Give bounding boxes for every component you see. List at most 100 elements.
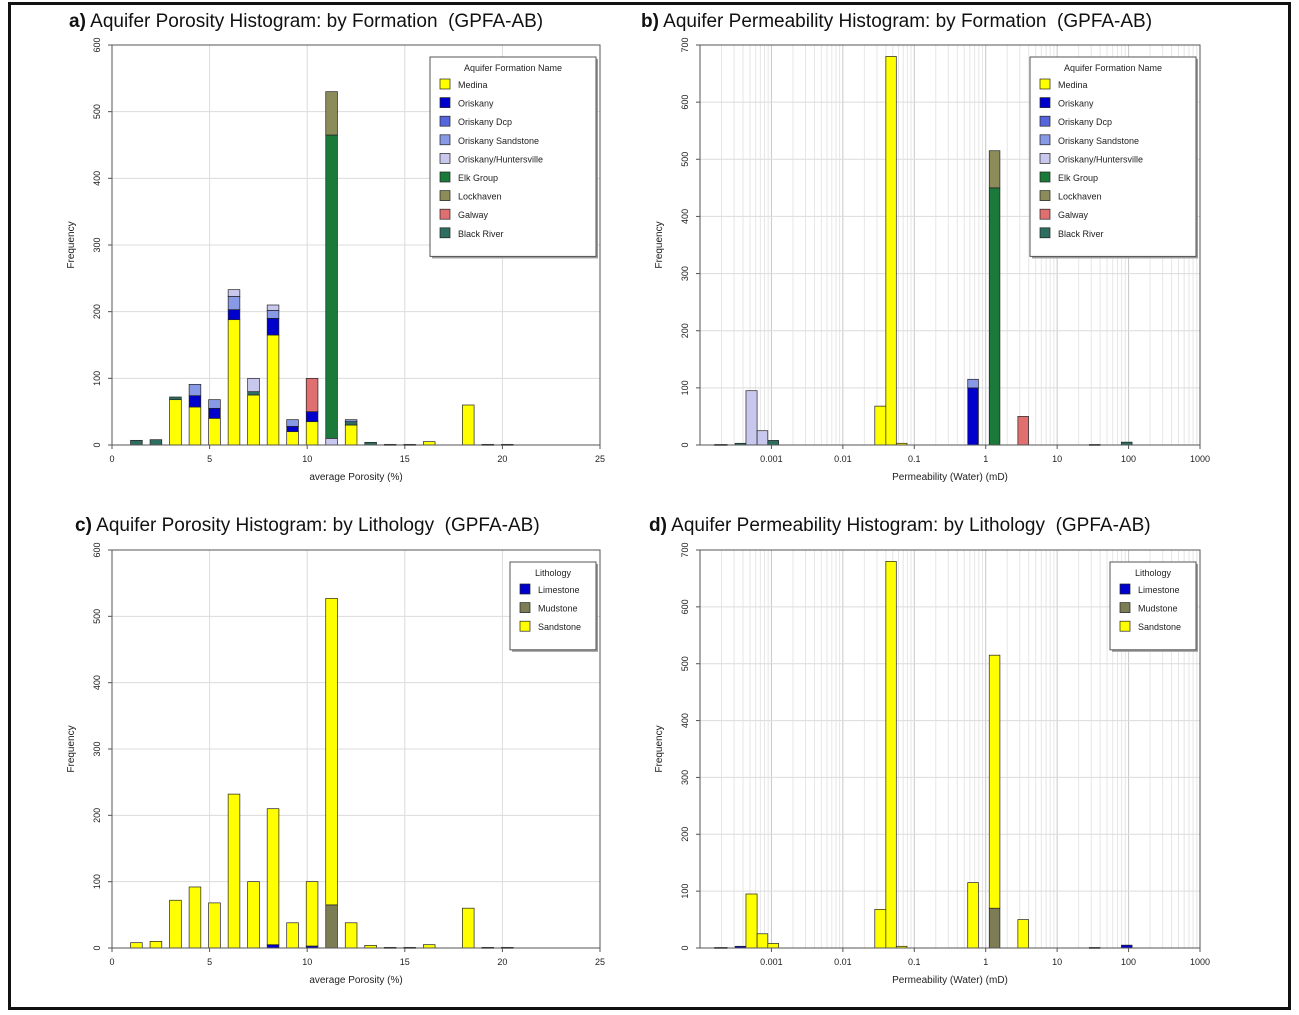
y-tick-label: 0 <box>92 442 102 447</box>
x-tick-label: 0.001 <box>760 454 783 464</box>
legend-swatch <box>439 97 451 108</box>
legend-label: Oriskany/Huntersville <box>458 154 543 164</box>
bar-oriskany-sandstone <box>344 419 358 423</box>
legend-swatch <box>1039 153 1051 164</box>
bar-oriskany-huntersville <box>756 430 769 446</box>
legend-swatch <box>439 227 451 239</box>
y-tick-label: 100 <box>92 371 102 386</box>
legend-label: Elk Group <box>458 173 498 183</box>
legend-label: Mudstone <box>1138 604 1178 614</box>
bar-sandstone <box>462 907 475 949</box>
legend-label: Galway <box>1058 210 1089 220</box>
legend-label: Oriskany <box>1058 99 1094 109</box>
x-axis-label: average Porosity (%) <box>309 472 402 483</box>
legend-swatch <box>439 153 451 164</box>
legend-swatch <box>519 602 531 613</box>
bar-black-river <box>130 439 143 446</box>
legend-swatch <box>1119 602 1131 613</box>
legend: Lithology Limestone Mudstone Sandstone <box>509 561 598 652</box>
bar-sandstone <box>967 882 979 949</box>
y-tick-label: 100 <box>680 380 690 395</box>
bar-mudstone <box>325 904 338 949</box>
bar-elk-group <box>988 187 1001 446</box>
bar-sandstone <box>266 808 280 946</box>
legend-label: Oriskany Sandstone <box>1058 136 1139 146</box>
legend-label: Oriskany/Huntersville <box>1058 154 1143 164</box>
x-axis-label: average Porosity (%) <box>309 975 402 986</box>
legend-swatch <box>519 620 531 632</box>
y-tick-label: 500 <box>680 656 690 671</box>
bar-oriskany-sandstone <box>188 383 202 397</box>
legend-swatch <box>1119 583 1131 595</box>
legend-label: Limestone <box>1138 585 1180 595</box>
panel-b-chart: 0 100 200 300 400 500 600 700 0.001 0.01 0.1 1 10 100… <box>654 37 1210 483</box>
bar-black-river <box>247 391 260 396</box>
x-tick-label: 5 <box>207 957 212 967</box>
bar-medina <box>208 417 221 446</box>
y-tick-label: 400 <box>680 209 690 224</box>
y-axis-label: Frequency <box>66 725 77 772</box>
y-tick-label: 0 <box>680 945 690 950</box>
x-tick-label: 10 <box>302 957 312 967</box>
panel-d-title-text: Aquifer Permeability Histogram: by Litho… <box>671 515 1046 536</box>
bar-oriskany <box>305 411 319 423</box>
bar-galway <box>1017 416 1029 446</box>
bar-sandstone <box>286 922 299 949</box>
x-tick-label: 20 <box>497 957 507 967</box>
bar-sandstone <box>325 598 338 906</box>
legend-label: Oriskany <box>458 99 494 109</box>
bar-oriskany <box>967 387 979 446</box>
panel-a-label: a) <box>69 11 86 32</box>
legend-swatch <box>439 134 451 146</box>
y-tick-label: 600 <box>92 542 102 557</box>
panel-a-title: a) Aquifer Porosity Histogram: by Format… <box>69 11 543 33</box>
legend-swatch <box>1039 78 1051 90</box>
x-tick-label: 20 <box>497 454 507 464</box>
bar-oriskany <box>266 317 280 336</box>
bar-medina <box>885 56 897 446</box>
x-tick-label: 1000 <box>1190 957 1210 967</box>
x-tick-label: 0.01 <box>834 454 852 464</box>
bar-medina <box>462 404 475 446</box>
panel-c-title: c) Aquifer Porosity Histogram: by Lithol… <box>75 515 540 537</box>
x-axis-label: Permeability (Water) (mD) <box>892 472 1008 483</box>
y-tick-label: 400 <box>92 675 102 690</box>
x-tick-label: 15 <box>400 454 410 464</box>
legend-label: Oriskany Dcp <box>1058 117 1112 127</box>
legend-swatch <box>1039 208 1051 220</box>
x-tick-label: 10 <box>302 454 312 464</box>
bar-medina <box>227 319 241 446</box>
bar-sandstone <box>885 561 897 949</box>
panel-b-source: (GPFA-AB) <box>1057 11 1153 32</box>
legend-swatch <box>1039 190 1051 201</box>
bar-sandstone <box>130 942 143 949</box>
bar-medina <box>247 394 260 446</box>
bar-elk-group <box>325 134 338 439</box>
legend-label: Oriskany Sandstone <box>458 136 539 146</box>
bar-medina <box>874 405 887 446</box>
bar-lockhaven <box>988 150 1001 189</box>
bar-medina <box>305 421 319 446</box>
bar-sandstone <box>227 793 241 949</box>
legend-swatch <box>1039 134 1051 146</box>
bar-galway <box>305 377 319 413</box>
legend-title: Lithology <box>535 568 572 578</box>
y-tick-label: 500 <box>92 609 102 624</box>
panel-c-label: c) <box>75 515 92 536</box>
legend-label: Mudstone <box>538 604 578 614</box>
panel-a-title-text: Aquifer Porosity Histogram: by Formation <box>90 11 438 32</box>
y-tick-label: 400 <box>680 713 690 728</box>
legend-title: Aquifer Formation Name <box>464 63 562 73</box>
y-tick-label: 0 <box>680 442 690 447</box>
legend-swatch <box>519 583 531 595</box>
panel-d-chart: 0 100 200 300 400 500 600 700 0.001 0.01 0.1 1 10 100… <box>654 542 1210 986</box>
legend-box <box>1029 56 1197 257</box>
bar-black-river <box>169 396 182 401</box>
legend-swatch <box>1039 171 1051 183</box>
bar-medina <box>286 431 299 446</box>
x-tick-label: 100 <box>1121 957 1136 967</box>
legend-swatch <box>1039 227 1051 239</box>
y-tick-label: 700 <box>680 542 690 557</box>
panel-d-label: d) <box>649 515 667 536</box>
